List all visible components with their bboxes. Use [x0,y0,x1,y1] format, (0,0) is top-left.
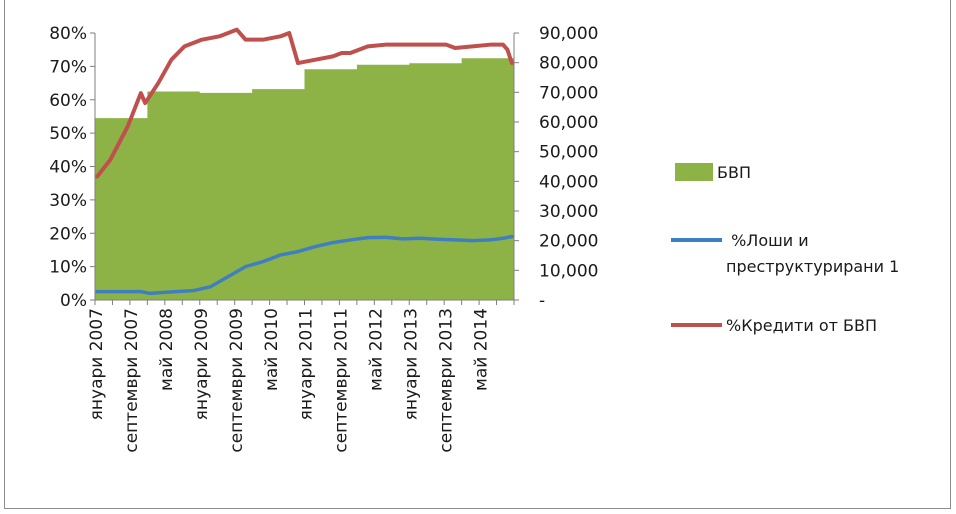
y-left-tick-label: 20% [49,224,87,244]
y-right-tick-label: 80,000 [539,54,598,74]
legend-label-bad-loans: %Лоши и преструктурирани 1 [726,231,899,276]
y-right-tick-label: 60,000 [539,113,598,133]
x-tick-label: септември 2013 [436,308,456,453]
series-area-gdp [95,57,514,300]
x-tick-label: септември 2009 [227,308,247,453]
x-tick-label: септември 2007 [122,308,142,453]
legend-label-credit-gdp: %Кредити от БВП [726,316,877,335]
x-tick-label: януари 2011 [297,308,317,420]
series-line-credit-gdp [95,27,514,179]
x-tick-label: май 2008 [157,308,177,391]
y-right-tick-label: 70,000 [539,83,598,103]
y-left-tick-label: 50% [49,124,87,144]
x-tick-label: септември 2011 [332,308,352,453]
x-tick-label: май 2014 [471,308,491,391]
legend-label-gdp: БВП [717,163,751,182]
x-tick-label: януари 2009 [192,308,212,420]
y-right-tick-label: 10,000 [539,261,598,281]
y-left-tick-label: 70% [49,57,87,77]
y-left-tick-label: 10% [49,258,87,278]
x-tick-label: май 2010 [262,308,282,391]
y-right-tick-label: 30,000 [539,202,598,222]
chart-frame: 0% 10% 20% 30% 40% 50% 60% 70% 80% - 10,000 20,000 3… [4,0,951,509]
x-tick-label: януари 2013 [401,308,421,420]
chart-area: 0% 10% 20% 30% 40% 50% 60% 70% 80% - 10,000 20,000 3… [49,24,899,453]
x-tick-label: януари 2007 [87,308,107,420]
y-right-tick-label: - [539,291,545,311]
y-left-tick-label: 60% [49,91,87,111]
x-tick-label: май 2012 [367,308,387,391]
series-line-bad-loans [95,234,514,296]
y-left-tick-label: 40% [49,158,87,178]
y-right-tick-label: 90,000 [539,24,598,44]
y-left-tick-label: 30% [49,191,87,211]
y-left-tick-label: 0% [60,291,87,311]
y-right-tick-label: 50,000 [539,143,598,163]
y-left-tick-label: 80% [49,24,87,44]
legend-swatch-gdp [675,163,713,181]
y-right-tick-label: 20,000 [539,232,598,252]
y-right-tick-label: 40,000 [539,172,598,192]
